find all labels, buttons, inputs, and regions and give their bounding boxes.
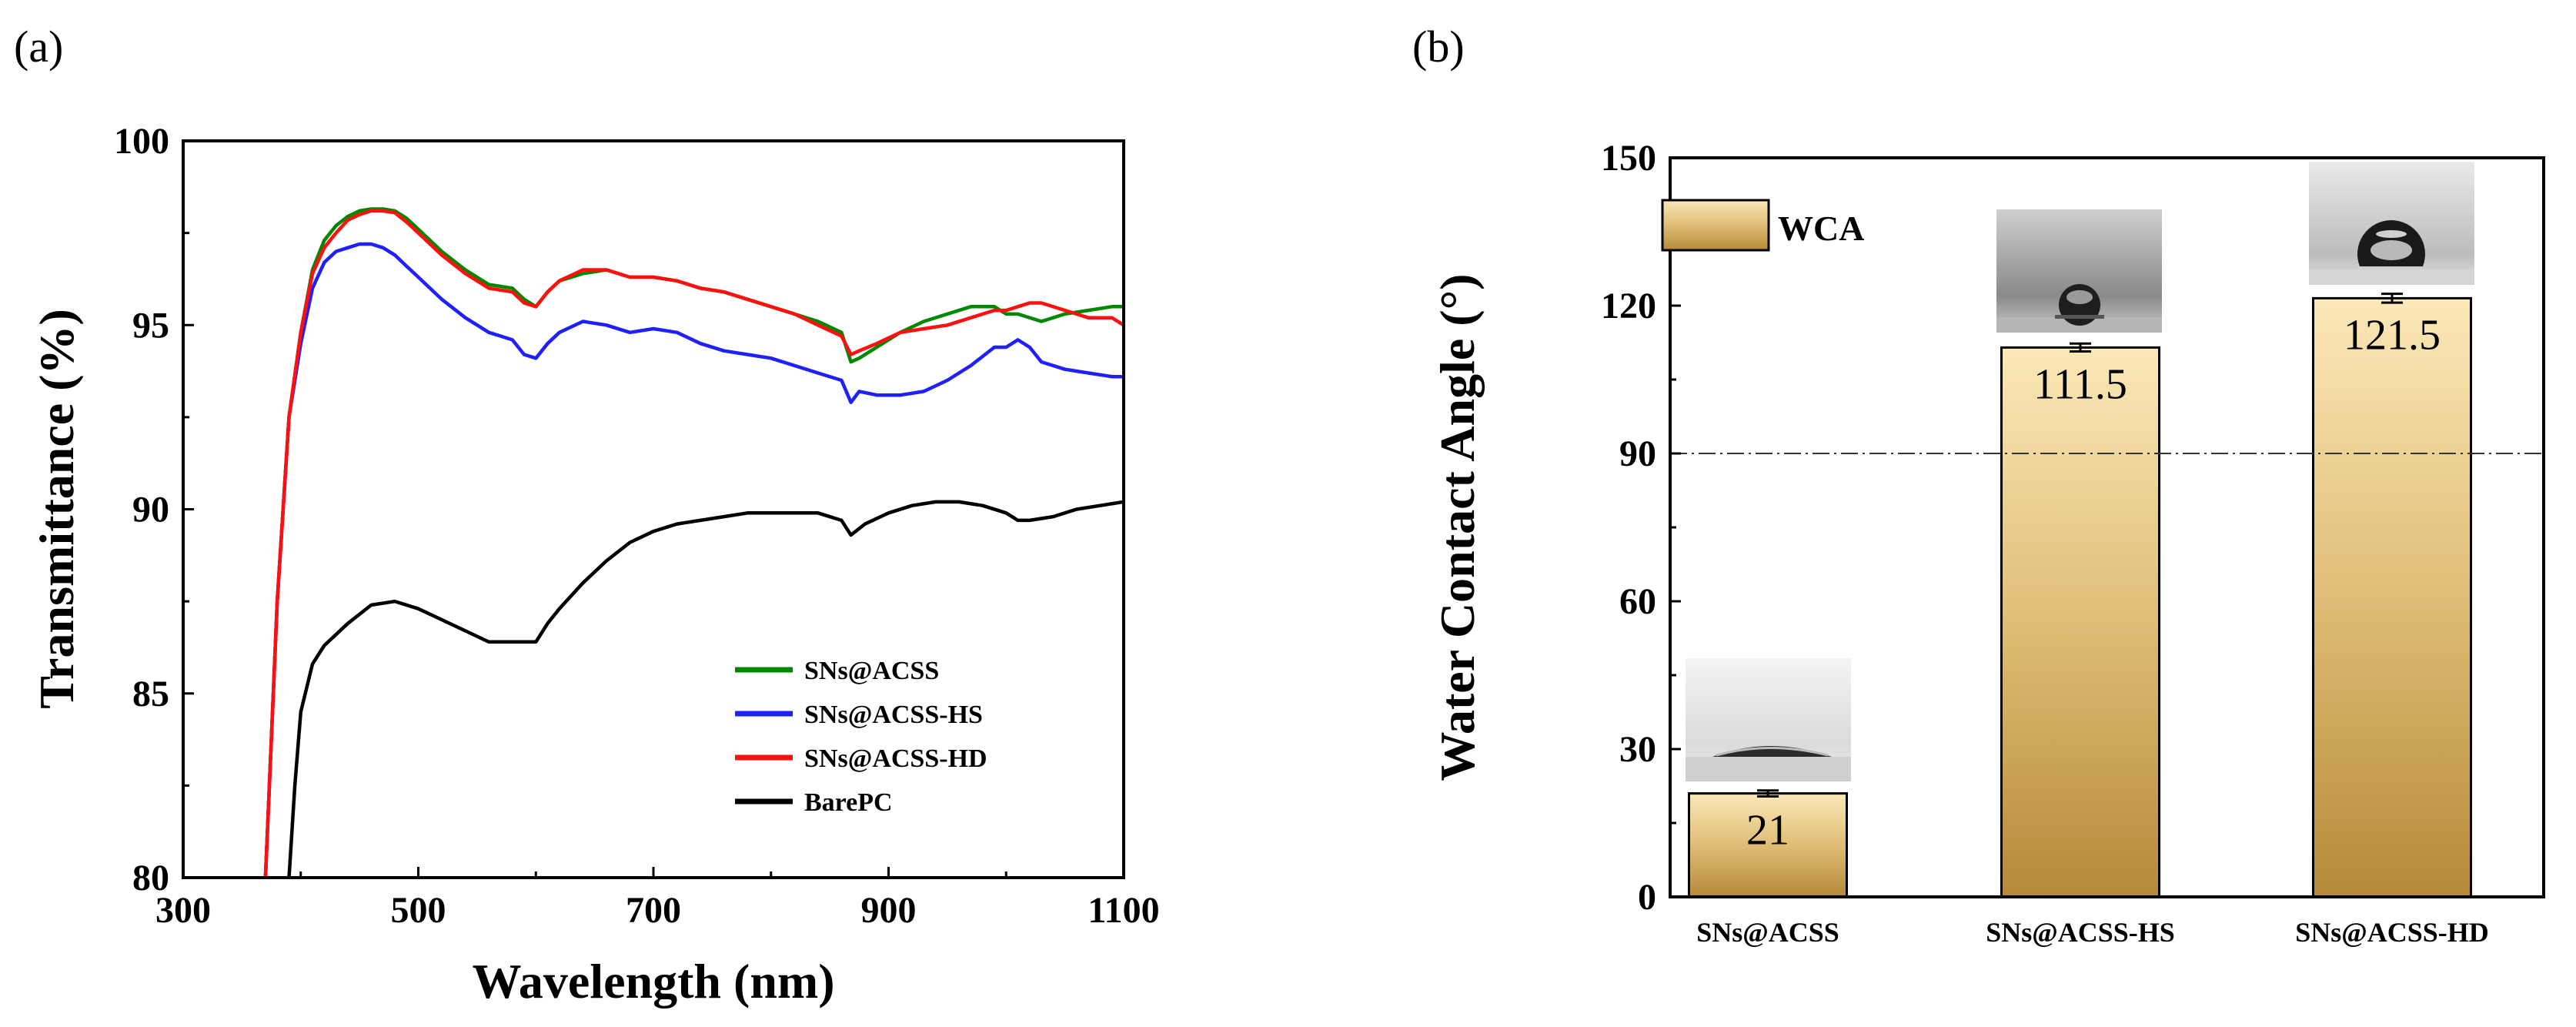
wca-category-label: SNs@ACSS-HS bbox=[1986, 917, 2175, 948]
wca-y-tick-label: 90 bbox=[1619, 433, 1656, 474]
wca-chart: 21 SNs@ACSS 111.5 SNs@ACSS-HS 121.5 SNs@ACSS-… bbox=[1430, 138, 2545, 948]
legend-label: SNs@ACSS-HD bbox=[804, 744, 987, 773]
series-line-sns-acss-hs bbox=[263, 242, 1124, 878]
x-tick-label: 700 bbox=[626, 890, 681, 931]
wca-bar bbox=[2000, 346, 2160, 898]
wca-bars: 21 SNs@ACSS 111.5 SNs@ACSS-HS 121.5 SNs@ACSS-… bbox=[1688, 293, 2489, 948]
wca-y-tick-label: 150 bbox=[1601, 138, 1656, 179]
legend-label: SNs@ACSS bbox=[804, 657, 939, 685]
y-tick-label: 80 bbox=[132, 858, 169, 898]
series-line-barepc bbox=[287, 500, 1124, 878]
transmittance-legend: SNs@ACSS SNs@ACSS-HS SNs@ACSS-HD BarePC bbox=[735, 657, 987, 817]
series-line-sns-acss-hd bbox=[263, 209, 1124, 878]
wca-value-label: 121.5 bbox=[2344, 311, 2441, 359]
legend-label: SNs@ACSS-HS bbox=[804, 701, 983, 729]
droplet-photo-snsacss bbox=[1686, 658, 1851, 781]
x-axis-label: Wavelength (nm) bbox=[472, 954, 834, 1009]
transmittance-plot-frame bbox=[182, 139, 1125, 879]
wca-bar bbox=[2312, 296, 2472, 898]
y-tick-label: 100 bbox=[114, 121, 169, 162]
transmittance-series bbox=[263, 207, 1124, 878]
wca-y-tick-label: 60 bbox=[1619, 581, 1656, 622]
panel-b-label: (b) bbox=[1412, 22, 1465, 72]
y-tick-label: 85 bbox=[132, 674, 169, 714]
wca-y-tick-label: 120 bbox=[1601, 286, 1656, 326]
wca-category-label: SNs@ACSS bbox=[1696, 917, 1839, 948]
wca-legend-label: WCA bbox=[1778, 209, 1864, 248]
wca-y-axis-label: Water Contact Angle (°) bbox=[1430, 274, 1485, 781]
x-tick-label: 300 bbox=[155, 890, 211, 931]
wca-legend-swatch bbox=[1661, 199, 1770, 252]
wca-y-tick-label: 30 bbox=[1619, 729, 1656, 770]
y-tick-label: 90 bbox=[132, 490, 169, 530]
wca-value-label: 111.5 bbox=[2033, 360, 2127, 408]
wca-bar bbox=[1688, 792, 1848, 898]
x-tick-label: 1100 bbox=[1088, 890, 1159, 931]
wca-category-label: SNs@ACSS-HD bbox=[2295, 917, 2489, 948]
wca-axis-ticks: 0 30 60 90 120 150 bbox=[1601, 138, 1681, 918]
droplet-photo-snsacss-hd bbox=[2309, 162, 2474, 285]
panel-a-label: (a) bbox=[14, 22, 63, 72]
transmittance-axis-ticks: 300 500 700 900 1100 80 85 90 95 100 bbox=[114, 121, 1160, 931]
x-tick-label: 900 bbox=[861, 890, 917, 931]
y-tick-label: 95 bbox=[132, 305, 169, 346]
droplet-photo-snsacss-hs bbox=[1996, 209, 2162, 333]
wca-value-label: 21 bbox=[1746, 807, 1789, 855]
legend-label: BarePC bbox=[804, 788, 893, 817]
wca-y-tick-label: 0 bbox=[1638, 877, 1656, 918]
x-tick-label: 500 bbox=[391, 890, 446, 931]
y-axis-label: Transmittance (%) bbox=[29, 309, 84, 709]
